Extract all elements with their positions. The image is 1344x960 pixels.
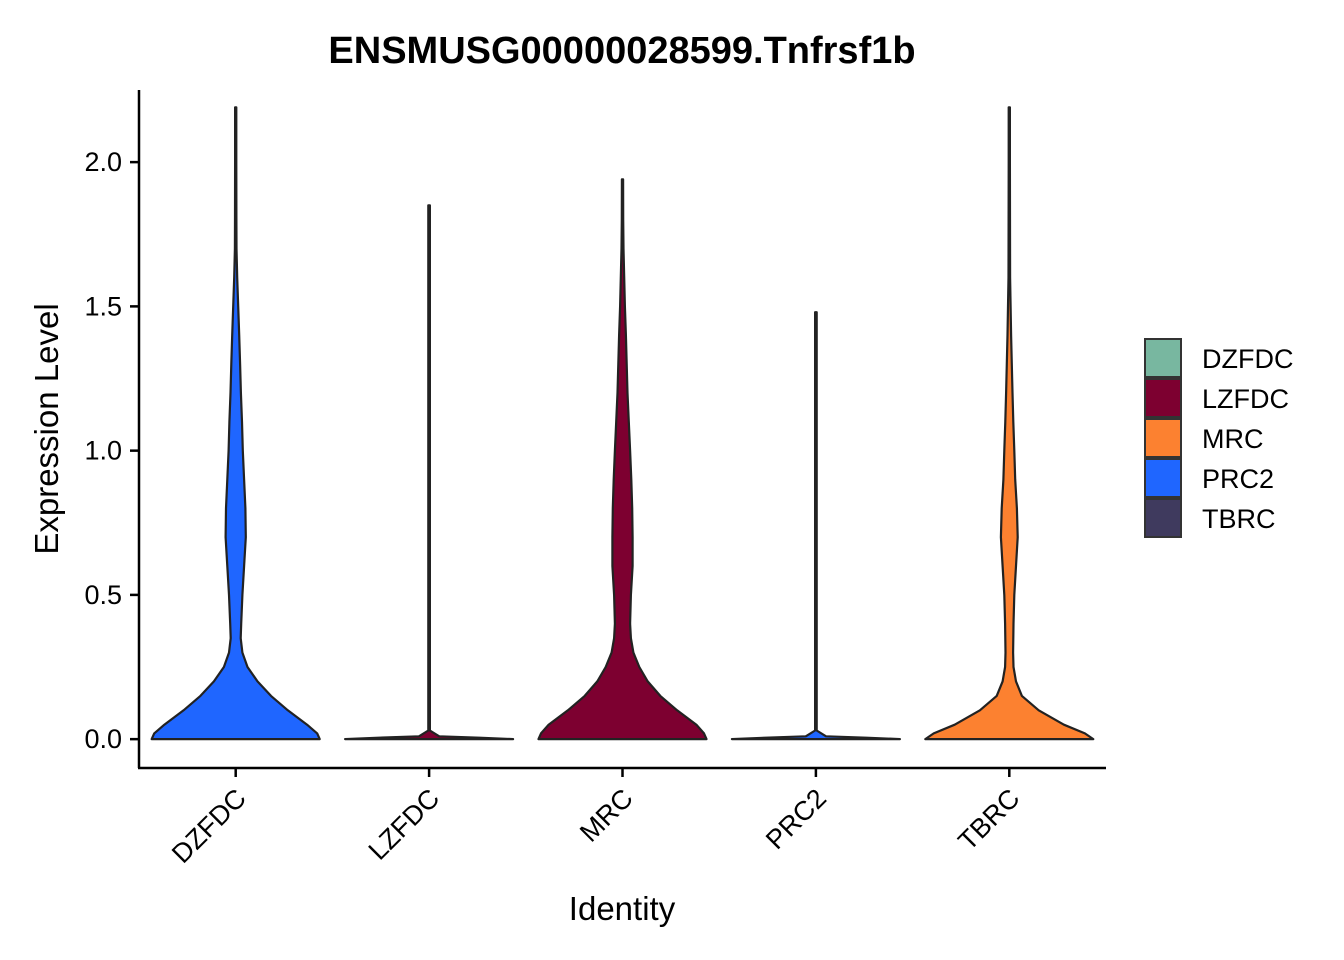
x-axis-title: Identity [569, 890, 676, 927]
legend-label: PRC2 [1202, 464, 1274, 494]
violin-mrc [537, 178, 708, 741]
y-tick-label: 0.5 [84, 580, 122, 610]
legend-label: TBRC [1202, 504, 1276, 534]
violin-group [150, 106, 1095, 741]
legend-label: MRC [1202, 424, 1264, 454]
x-tick-label: DZFDC [166, 783, 252, 869]
legend-swatch [1144, 378, 1182, 418]
violin-lzfdc [344, 204, 515, 741]
y-axis-title: Expression Level [28, 303, 65, 554]
legend-label: DZFDC [1202, 344, 1293, 374]
y-tick-label: 2.0 [84, 147, 122, 177]
legend-swatch [1144, 338, 1182, 378]
legend-swatch [1144, 498, 1182, 538]
violin-prc2 [730, 311, 901, 741]
x-tick-label: LZFDC [363, 783, 446, 866]
x-tick-label: PRC2 [760, 783, 832, 855]
legend-label: LZFDC [1202, 384, 1289, 414]
x-tick-label: TBRC [952, 783, 1025, 856]
y-tick-label: 1.5 [84, 291, 122, 321]
x-axis-ticks: DZFDC LZFDC MRC PRC2 TBRC [166, 768, 1026, 869]
legend: DZFDC LZFDC MRC PRC2 TBRC [1144, 338, 1293, 538]
x-tick-label: MRC [574, 783, 639, 848]
y-tick-label: 1.0 [84, 436, 122, 466]
y-tick-label: 0.0 [84, 724, 122, 754]
chart-title: ENSMUSG00000028599.Tnfrsf1b [328, 30, 915, 72]
violin-dzfdc [150, 106, 321, 741]
y-axis-ticks: 0.0 0.5 1.0 1.5 2.0 [84, 147, 139, 754]
violin-tbrc [924, 106, 1095, 741]
legend-swatch [1144, 418, 1182, 458]
legend-swatch [1144, 458, 1182, 498]
